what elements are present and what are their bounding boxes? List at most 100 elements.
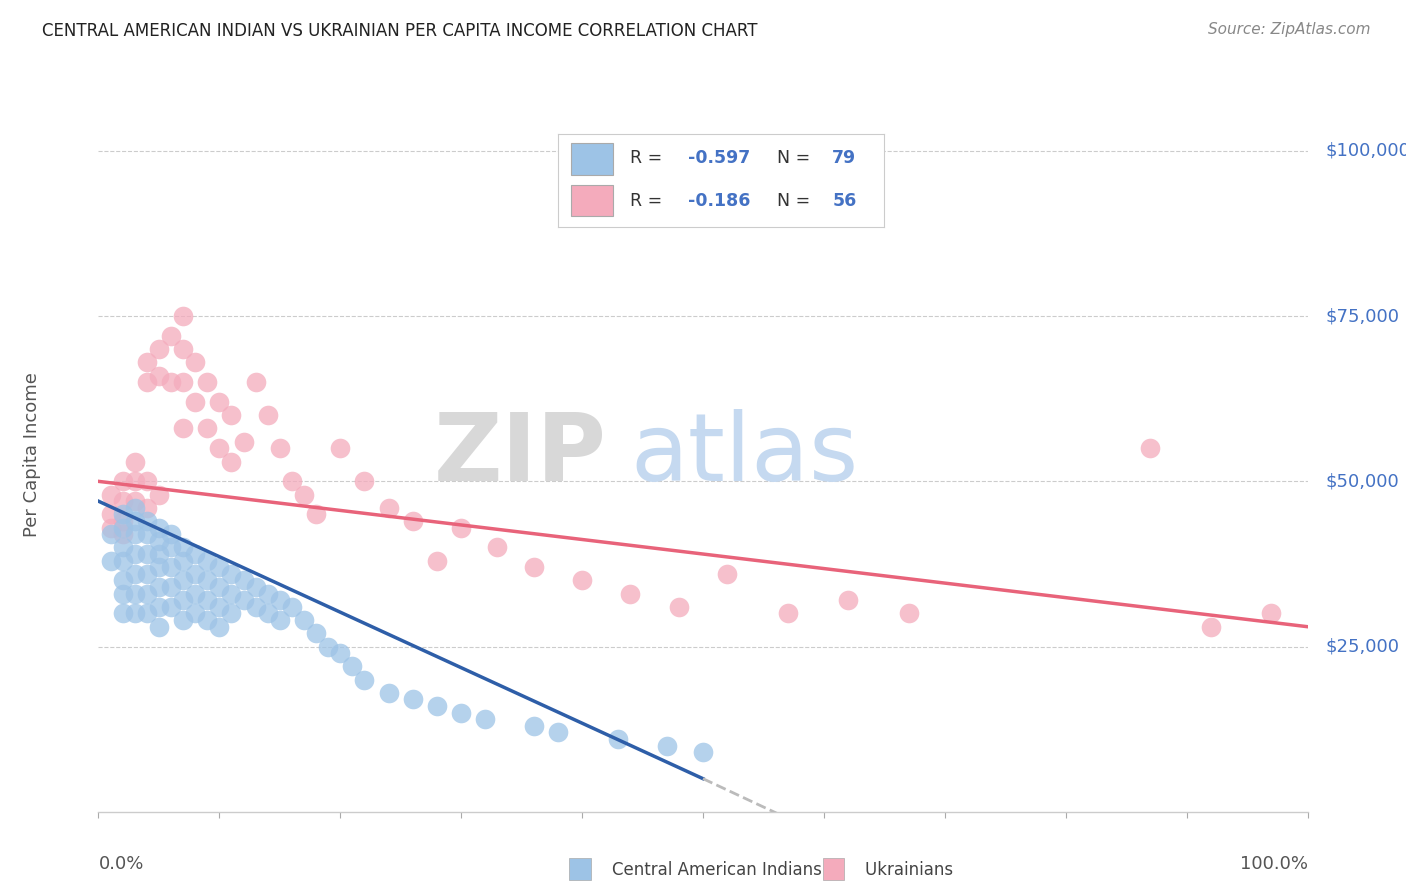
Point	[124, 514, 146, 528]
Point	[124, 500, 146, 515]
Point	[124, 475, 146, 489]
Point	[256, 409, 278, 423]
Point	[135, 355, 157, 369]
Point	[716, 566, 738, 581]
Point	[245, 599, 267, 614]
Point	[160, 599, 183, 614]
Point	[195, 613, 218, 627]
Text: N =: N =	[776, 149, 815, 167]
Point	[135, 566, 157, 581]
Point	[221, 409, 243, 423]
Point	[124, 566, 146, 581]
Point	[184, 566, 207, 581]
Point	[208, 599, 231, 614]
Point	[1139, 442, 1161, 456]
Point	[305, 508, 328, 522]
Point	[172, 309, 194, 323]
Point	[111, 574, 134, 588]
Point	[377, 686, 399, 700]
Point	[426, 554, 449, 568]
Point	[184, 547, 207, 561]
Point	[619, 587, 641, 601]
Point	[172, 421, 194, 435]
Point	[232, 574, 254, 588]
Point	[474, 712, 496, 726]
Point	[329, 442, 352, 456]
Point	[111, 475, 134, 489]
Point	[111, 514, 134, 528]
Point	[148, 580, 170, 594]
Point	[148, 487, 170, 501]
Point	[111, 494, 134, 508]
Point	[100, 527, 122, 541]
Point	[195, 376, 218, 390]
Point	[160, 580, 183, 594]
Text: Ukrainians: Ukrainians	[844, 861, 953, 879]
Point	[232, 434, 254, 449]
Point	[426, 698, 449, 713]
Point	[148, 342, 170, 356]
Point	[111, 541, 134, 555]
Point	[208, 395, 231, 409]
Point	[692, 745, 714, 759]
Point	[897, 607, 920, 621]
Point	[195, 574, 218, 588]
Point	[402, 514, 425, 528]
Point	[135, 527, 157, 541]
Point	[172, 593, 194, 607]
Point	[160, 329, 183, 343]
Point	[316, 640, 339, 654]
Point	[281, 599, 304, 614]
Point	[148, 368, 170, 383]
Text: Source: ZipAtlas.com: Source: ZipAtlas.com	[1208, 22, 1371, 37]
Point	[208, 620, 231, 634]
Text: $50,000: $50,000	[1326, 473, 1399, 491]
Text: ZIP: ZIP	[433, 409, 606, 501]
Point	[111, 554, 134, 568]
Point	[111, 587, 134, 601]
Point	[208, 442, 231, 456]
Point	[208, 560, 231, 574]
Point	[148, 547, 170, 561]
Text: $100,000: $100,000	[1326, 142, 1406, 160]
Point	[148, 520, 170, 534]
Point	[124, 454, 146, 468]
Point	[111, 527, 134, 541]
Point	[100, 508, 122, 522]
Point	[281, 475, 304, 489]
Point	[450, 520, 472, 534]
Point	[124, 607, 146, 621]
Point	[160, 560, 183, 574]
Point	[221, 566, 243, 581]
Point	[195, 421, 218, 435]
Text: 0.0%: 0.0%	[98, 855, 143, 872]
Point	[221, 587, 243, 601]
Point	[135, 607, 157, 621]
Text: 79: 79	[832, 149, 856, 167]
Point	[607, 732, 630, 747]
Point	[353, 673, 375, 687]
Point	[124, 494, 146, 508]
Point	[221, 607, 243, 621]
Point	[172, 342, 194, 356]
Bar	[571, 185, 613, 217]
Point	[135, 547, 157, 561]
Text: CENTRAL AMERICAN INDIAN VS UKRAINIAN PER CAPITA INCOME CORRELATION CHART: CENTRAL AMERICAN INDIAN VS UKRAINIAN PER…	[42, 22, 758, 40]
Point	[256, 607, 278, 621]
Point	[160, 541, 183, 555]
Point	[124, 587, 146, 601]
Point	[111, 508, 134, 522]
Point	[208, 580, 231, 594]
Point	[184, 395, 207, 409]
Point	[100, 554, 122, 568]
Point	[184, 607, 207, 621]
Point	[195, 593, 218, 607]
Text: Central American Indians: Central American Indians	[591, 861, 821, 879]
Bar	[571, 143, 613, 175]
Point	[547, 725, 569, 739]
Point	[111, 520, 134, 534]
Point	[668, 599, 690, 614]
Point	[172, 613, 194, 627]
Point	[100, 520, 122, 534]
Point	[195, 554, 218, 568]
